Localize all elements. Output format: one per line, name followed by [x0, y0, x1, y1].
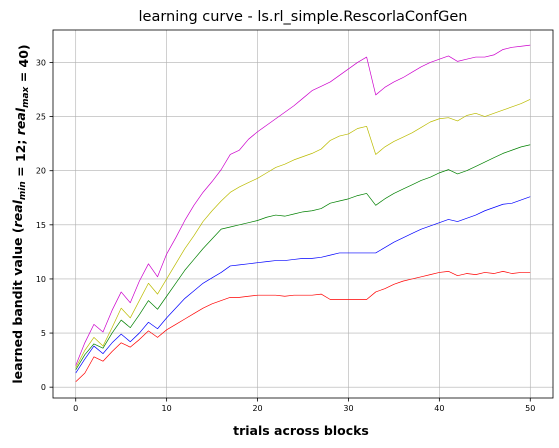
y-tick-label: 10 [36, 275, 46, 284]
x-tick-label: 30 [343, 404, 353, 413]
x-tick-label: 50 [525, 404, 535, 413]
chart-title: learning curve - ls.rl_simple.RescorlaCo… [139, 9, 468, 25]
grid-lines [53, 30, 553, 398]
x-tick-label: 20 [252, 404, 262, 413]
y-tick-label: 30 [36, 58, 46, 67]
plot-frame [52, 29, 554, 399]
series-line-4 [75, 98, 531, 368]
y-axis-label: learned bandit value (realmin = 12; real… [10, 44, 31, 383]
y-tick-label: 0 [41, 383, 46, 392]
y-tick-label: 20 [36, 167, 46, 176]
y-tick-label: 15 [36, 221, 46, 230]
x-tick-label: 40 [434, 404, 444, 413]
x-axis-label: trials across blocks [233, 423, 369, 438]
series-lines [75, 44, 531, 383]
series-line-1 [75, 271, 531, 383]
axis-ticks: 0 10 20 30 40 50 0 5 10 15 20 25 30 [36, 58, 536, 413]
y-tick-label: 25 [36, 113, 46, 122]
series-line-3 [75, 144, 531, 371]
x-tick-label: 0 [73, 404, 78, 413]
series-line-5 [75, 44, 531, 366]
series-line-2 [75, 196, 531, 374]
x-tick-label: 10 [162, 404, 172, 413]
y-tick-label: 5 [41, 329, 46, 338]
